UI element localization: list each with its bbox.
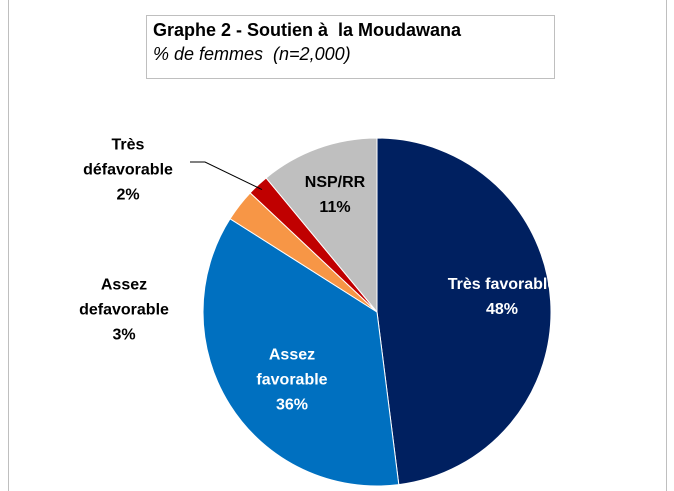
category-label: Assez defavorable — [79, 276, 169, 319]
data-label: NSP/RR 11% — [290, 170, 380, 220]
pie-slice — [202, 218, 400, 487]
pie-slice — [265, 137, 378, 314]
value-label: 36% — [275, 396, 309, 414]
data-label: Assez defavorable 3% — [78, 273, 170, 348]
chart-title: Graphe 2 - Soutien à la Moudawana — [153, 20, 462, 40]
data-label: Assez favorable 36% — [237, 343, 347, 418]
value-label: 11% — [319, 199, 351, 216]
chart-subtitle: % de femmes (n=2,000) — [153, 44, 351, 64]
value-label: 48% — [485, 301, 519, 318]
category-label: Très favorable — [447, 276, 557, 293]
chart-border — [8, 0, 667, 491]
leader-line — [190, 161, 263, 190]
data-label: Très favorable 48% — [447, 272, 557, 322]
category-label: NSP/RR — [304, 174, 366, 191]
title-box: Graphe 2 - Soutien à la Moudawana % de f… — [146, 15, 555, 79]
category-label: Très défavorable — [83, 136, 173, 179]
data-label: Très défavorable 2% — [82, 133, 174, 208]
value-label: 3% — [112, 326, 136, 344]
pie-slice — [376, 137, 552, 486]
value-label: 2% — [116, 186, 140, 204]
category-label: Assez favorable — [256, 346, 328, 389]
